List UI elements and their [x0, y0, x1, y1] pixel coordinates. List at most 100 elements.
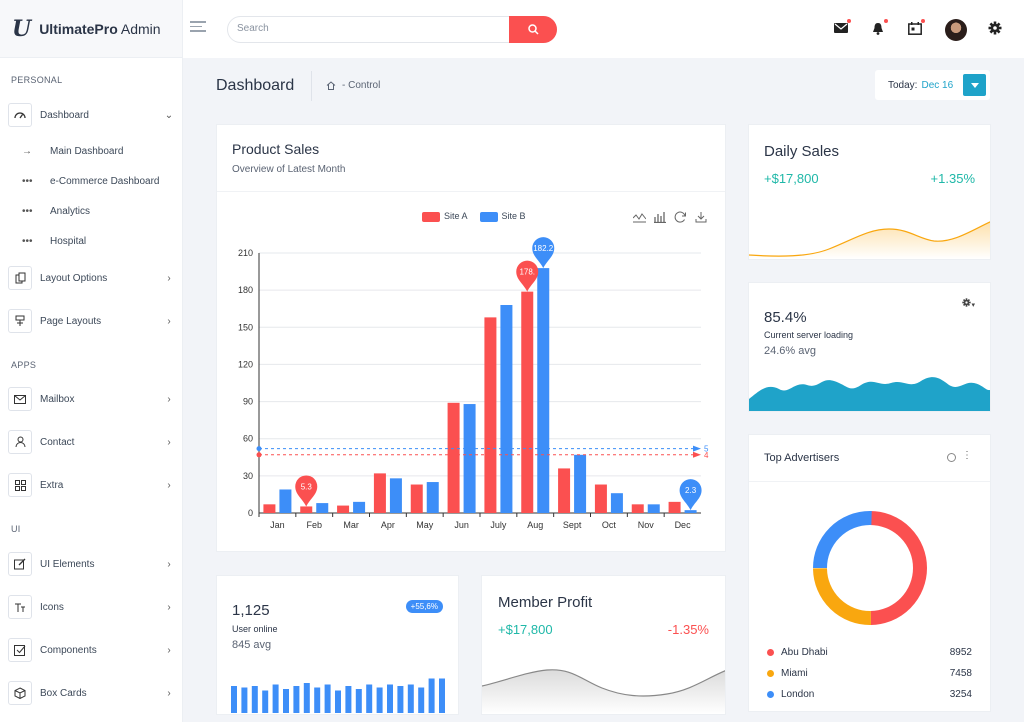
product-sales-card: Product Sales Overview of Latest Month S… — [216, 124, 726, 552]
sidebar-item-dashboard[interactable]: Dashboard ⌄ — [8, 102, 176, 128]
calendar-icon[interactable] — [906, 19, 925, 37]
bar-site-a — [337, 505, 350, 513]
bar-site-b — [537, 268, 550, 513]
member-profit-value: +$17,800 — [498, 622, 553, 637]
arrow-right-icon: → — [22, 146, 32, 157]
topbar — [183, 0, 1024, 58]
search-input[interactable] — [237, 23, 497, 34]
legend-item-site-b[interactable]: Site B — [479, 211, 526, 222]
daily-sales-value: +$17,800 — [764, 171, 819, 186]
sidebar-item-ui-elements[interactable]: UI Elements › — [8, 551, 176, 577]
sidebar-item-components[interactable]: Components › — [8, 637, 176, 663]
data-marker[interactable]: 5.3 — [295, 475, 318, 507]
sub-item-analytics[interactable]: ••• Analytics — [22, 206, 90, 217]
chevron-down-icon — [970, 82, 979, 88]
bar-site-a — [521, 291, 534, 513]
daily-sales-sparkline — [749, 221, 990, 259]
sub-item-ecommerce[interactable]: ••• e-Commerce Dashboard — [22, 176, 160, 187]
mail-icon — [8, 387, 32, 411]
sub-item-label: Hospital — [50, 236, 87, 247]
page-title: Dashboard — [216, 77, 295, 94]
average-line-arrow — [693, 445, 701, 452]
card-divider — [749, 481, 990, 482]
sub-item-label: Main Dashboard — [50, 146, 124, 157]
sub-item-hospital[interactable]: ••• Hospital — [22, 236, 86, 247]
settings-dropdown-icon[interactable]: ▾ — [962, 298, 975, 310]
sidebar-item-label: Mailbox — [40, 393, 75, 405]
x-tick-label: Nov — [638, 520, 655, 530]
users-bar — [439, 678, 445, 713]
avatar[interactable] — [945, 19, 967, 41]
sidebar-item-mailbox[interactable]: Mailbox › — [8, 386, 176, 412]
data-marker-label: 178. — [519, 268, 535, 277]
users-bar — [324, 684, 331, 713]
download-icon[interactable] — [695, 211, 707, 223]
list-item: Abu Dhabi 8952 — [767, 642, 972, 663]
grid-icon — [8, 473, 32, 497]
chevron-right-icon: › — [167, 644, 171, 656]
bar-site-b — [316, 503, 329, 513]
section-ui: UI — [11, 524, 21, 534]
chevron-right-icon: › — [167, 687, 171, 699]
layout-icon — [8, 266, 32, 290]
refresh-icon[interactable] — [947, 453, 956, 462]
box-icon — [8, 681, 32, 705]
sub-item-main-dashboard[interactable]: → Main Dashboard — [22, 146, 123, 157]
sidebar-item-contact[interactable]: Contact › — [8, 429, 176, 455]
sidebar-item-label: Layout Options — [40, 272, 108, 284]
home-icon[interactable] — [326, 81, 336, 90]
users-online-avg: 845 avg — [232, 639, 272, 651]
x-tick-label: Oct — [602, 520, 617, 530]
users-bar — [407, 684, 414, 713]
date-picker[interactable]: Today: Dec 16 — [875, 70, 990, 100]
sidebar-item-extra[interactable]: Extra › — [8, 472, 176, 498]
sidebar-item-icons[interactable]: Icons › — [8, 594, 176, 620]
product-sales-chart: 0 30 60 90 120 150 180 210 Jan Feb Mar Apr May Jun Jul… — [238, 237, 709, 530]
average-line-label: 4 — [704, 451, 709, 460]
legend-item-site-a[interactable]: Site A — [422, 211, 468, 222]
chevron-right-icon: › — [167, 601, 171, 613]
users-bar — [418, 687, 425, 713]
sidebar-item-page-layouts[interactable]: Page Layouts › — [8, 308, 176, 334]
refresh-icon[interactable] — [674, 211, 687, 223]
users-online-label: User online — [232, 624, 278, 634]
users-bar — [355, 689, 362, 713]
sidebar-item-label: Box Cards — [40, 687, 87, 699]
mail-icon[interactable] — [832, 19, 851, 37]
today-label: Today: — [888, 79, 918, 91]
more-vertical-icon[interactable]: ⋮ — [962, 450, 972, 461]
sidebar-item-layout-options[interactable]: Layout Options › — [8, 265, 176, 291]
brand[interactable]: U UltimatePro Admin — [0, 0, 182, 58]
users-bar — [335, 690, 341, 713]
users-online-value: 1,125 — [232, 602, 270, 619]
chevron-right-icon: › — [167, 272, 171, 284]
sidebar-item-label: UI Elements — [40, 558, 95, 570]
bar-site-a — [558, 468, 571, 513]
list-item: London 3254 — [767, 684, 972, 705]
data-marker[interactable]: 2.3 — [679, 479, 702, 511]
date-dropdown-button[interactable] — [963, 74, 986, 96]
gear-icon[interactable] — [986, 19, 1004, 37]
data-marker[interactable]: 178. — [516, 260, 539, 292]
x-tick-label: Dec — [675, 520, 692, 530]
users-bar — [366, 684, 373, 713]
daily-sales-title: Daily Sales — [764, 143, 840, 160]
bell-icon[interactable] — [869, 19, 888, 37]
users-bar — [272, 684, 279, 713]
users-bar — [387, 684, 393, 713]
sidebar-item-label: Dashboard — [40, 109, 89, 121]
top-advertisers-title: Top Advertisers — [764, 452, 840, 464]
top-advertisers-card: Top Advertisers ⋮ Abu Dhabi 8952 Miami 745… — [748, 434, 991, 712]
search-button[interactable] — [509, 16, 557, 43]
advertisers-donut — [813, 511, 927, 625]
users-bar — [241, 687, 248, 713]
x-tick-label: Aug — [527, 520, 543, 530]
line-chart-icon[interactable] — [633, 211, 646, 223]
menu-toggle-icon[interactable] — [190, 21, 206, 33]
y-tick-label: 180 — [238, 285, 253, 295]
sidebar-item-box-cards[interactable]: Box Cards › — [8, 680, 176, 706]
bar-chart-icon[interactable] — [654, 211, 666, 223]
bar-site-a — [373, 473, 386, 513]
member-profit-card: Member Profit +$17,800 -1.35% — [481, 575, 726, 715]
data-marker[interactable]: 182.2 — [532, 237, 555, 269]
